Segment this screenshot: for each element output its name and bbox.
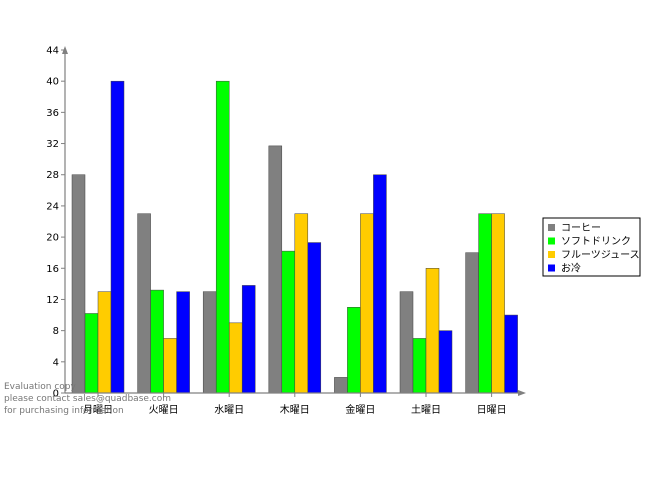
bar	[71, 174, 86, 394]
bar	[268, 145, 283, 394]
legend-label: お冷	[561, 262, 581, 275]
watermark-line: please contact sales@quadbase.com	[4, 394, 172, 404]
bar	[150, 289, 164, 394]
y-tick-label: 28	[46, 170, 59, 181]
y-tick-label: 12	[46, 295, 59, 306]
x-category-label: 土曜日	[411, 403, 441, 416]
y-ticks-group: 0 4 8 12 16 20 24 28 32 36 40 44	[46, 46, 65, 400]
bar	[373, 174, 387, 394]
legend-swatch	[548, 237, 555, 245]
bar	[97, 291, 112, 394]
bar	[347, 307, 361, 394]
legend-label: ソフトドリンク	[561, 236, 631, 248]
bar	[478, 213, 492, 394]
bar	[241, 285, 256, 394]
legend-box	[542, 217, 641, 277]
bar	[438, 330, 453, 394]
y-tick-label: 24	[46, 201, 59, 212]
x-category-label: 火曜日	[149, 404, 179, 416]
bar	[294, 213, 309, 394]
bar	[425, 268, 440, 394]
bar	[491, 213, 505, 394]
y-tick-label: 0	[53, 389, 59, 400]
bar	[399, 291, 414, 394]
watermark-line: Evaluation copy	[4, 382, 76, 392]
x-category-label: 金曜日	[345, 403, 375, 416]
legend-label: フルーツジュース	[561, 250, 640, 261]
x-labels-group: 月曜日 火曜日 水曜日 木曜日 金曜日 土曜日 日曜日	[83, 393, 507, 416]
y-tick-label: 32	[46, 139, 59, 150]
bar	[465, 252, 479, 394]
x-category-label: 日曜日	[477, 404, 507, 416]
bar	[334, 377, 348, 394]
y-tick-label: 16	[46, 264, 59, 275]
y-tick-label: 40	[46, 77, 59, 88]
bar	[137, 213, 151, 394]
bar	[110, 80, 125, 394]
bar	[281, 250, 296, 394]
bar	[360, 213, 374, 394]
watermark-line: for purchasing information	[4, 406, 124, 416]
y-tick-label: 36	[46, 108, 59, 119]
bar	[412, 338, 427, 394]
y-tick-label: 4	[53, 357, 59, 368]
y-tick-label: 20	[46, 233, 59, 244]
bar	[176, 291, 190, 394]
evaluation-watermark: Evaluation copy please contact sales@qua…	[4, 381, 171, 417]
x-category-label: 水曜日	[214, 404, 244, 416]
bar	[202, 291, 217, 394]
legend-label: コーヒー	[561, 222, 601, 234]
bar	[307, 242, 322, 394]
bar	[215, 80, 230, 394]
x-category-label: 月曜日	[83, 404, 113, 416]
y-tick-label: 8	[53, 326, 59, 337]
bar	[228, 322, 243, 394]
legend-swatch	[548, 224, 555, 231]
legend-swatch	[548, 251, 555, 258]
y-tick-label: 44	[46, 46, 59, 57]
axes-group	[62, 46, 526, 396]
legend-swatch	[548, 264, 555, 272]
bar	[504, 314, 518, 394]
x-category-label: 木曜日	[280, 404, 310, 416]
bars-group	[71, 80, 518, 394]
x-axis-arrow	[518, 390, 526, 396]
